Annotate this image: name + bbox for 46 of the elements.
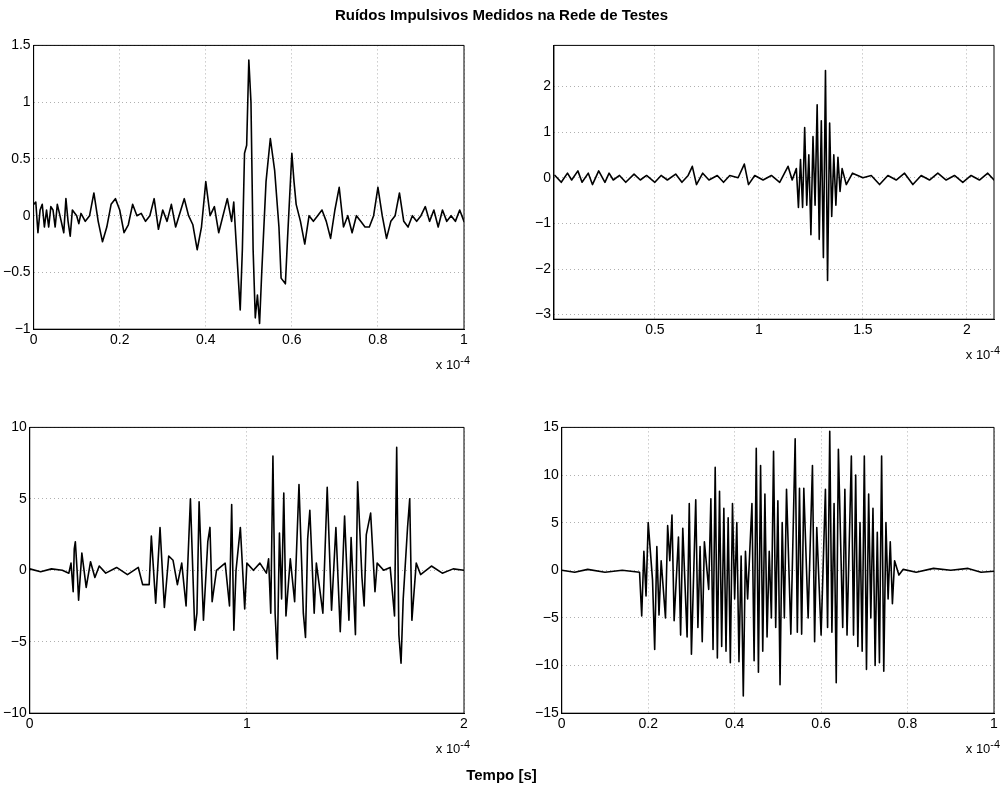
y-tick-label: −2 (534, 259, 552, 276)
x-tick-label: 0.8 (897, 715, 918, 732)
text: x 10$^{-4}$ (965, 344, 1000, 363)
y-tick-label: 5 (18, 489, 27, 506)
y-tick-label: −5 (10, 632, 27, 649)
y-tick-label: 1 (543, 122, 552, 139)
y-tick-label: 0 (22, 206, 31, 223)
y-tick-label: −15 (535, 704, 559, 721)
x-tick-label: 2 (460, 715, 469, 732)
y-tick-label: 1 (22, 93, 31, 110)
y-tick-label: 2 (543, 77, 552, 94)
x-tick-label: 1 (242, 715, 251, 732)
text: x 10$^{-4}$ (965, 738, 1000, 757)
y-tick-label: 10 (11, 418, 27, 435)
text: Ruídos Impulsivos Medidos na Rede de Testes (333, 6, 670, 23)
x-tick-label: 1.5 (853, 321, 873, 338)
x-tick-label: 0.6 (282, 331, 302, 348)
text: x 10$^{-4}$ (435, 354, 470, 373)
text: x 10$^{-4}$ (435, 738, 470, 757)
y-tick-label: 1.5 (11, 36, 31, 53)
x-tick-label: 0.2 (109, 331, 130, 348)
y-tick-label: 0 (18, 561, 27, 578)
x-tick-label: 1 (990, 715, 999, 732)
y-tick-label: −5 (542, 608, 559, 625)
y-tick-label: −10 (535, 656, 559, 673)
y-tick-label: 5 (550, 513, 559, 530)
x-tick-label: 0.8 (368, 331, 388, 348)
y-tick-label: −0.5 (3, 263, 31, 280)
x-tick-label: 0.4 (196, 331, 216, 348)
x-tick-label: 0.6 (811, 715, 832, 732)
y-tick-label: −3 (534, 305, 552, 322)
y-tick-label: −10 (3, 704, 27, 721)
y-tick-label: 0 (543, 168, 552, 185)
x-tick-label: 1 (460, 331, 469, 348)
y-tick-label: −1 (14, 320, 31, 337)
x-axis-title: Tempo [s] (465, 766, 538, 783)
x-tick-label: 2 (963, 321, 972, 338)
x-tick-label: 0.2 (638, 715, 659, 732)
y-tick-label: 15 (543, 418, 559, 435)
x-tick-label: 0.4 (724, 715, 745, 732)
y-tick-label: 0 (550, 561, 559, 578)
x-tick-label: 1 (755, 321, 763, 338)
y-tick-label: 0.5 (11, 149, 31, 166)
y-tick-label: −1 (534, 214, 552, 231)
x-tick-label: 0.5 (645, 321, 665, 338)
y-tick-label: 10 (543, 465, 559, 482)
